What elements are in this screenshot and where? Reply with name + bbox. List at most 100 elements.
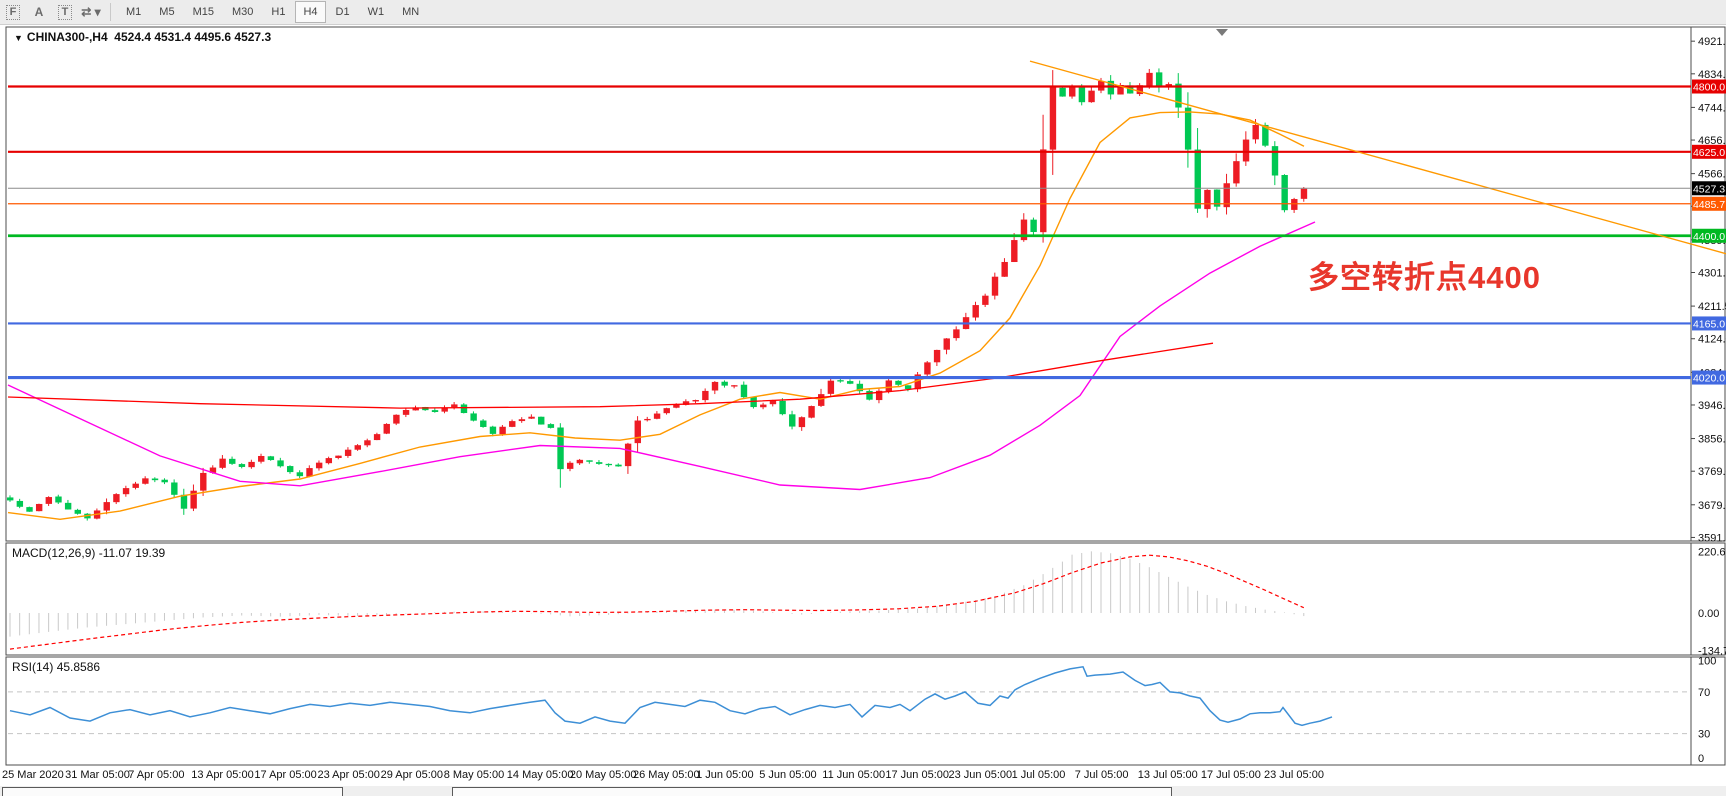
time-axis-label: 25 Mar 2020 [2,769,64,781]
price-tick-label: 4566.5 [1698,169,1726,181]
axis-badge: 4485.7 [1693,199,1725,211]
time-axis-label: 13 Apr 05:00 [191,769,254,781]
ma-mid-magenta [7,221,1316,491]
horizontal-level-lines[interactable] [8,85,1691,380]
timeframe-d1[interactable]: D1 [335,6,350,18]
price-tick-label: 4834.0 [1698,69,1726,81]
price-tick-label: 4301.5 [1698,268,1726,280]
time-axis-label: 23 Apr 05:00 [317,769,380,781]
timeframe-w1[interactable]: W1 [367,6,385,18]
price-tick-label: 4921.5 [1698,36,1726,48]
rsi-axis: 100 70 30 0 [1698,656,1716,766]
scrollbar-segment[interactable] [452,787,1172,796]
time-axis-label: 26 May 05:00 [633,769,700,781]
timeframe-m1[interactable]: M1 [126,6,142,18]
time-axis-label: 5 Jun 05:00 [759,769,817,781]
macd-name: MACD(12,26,9) [12,546,96,560]
scrollbar-thumb[interactable] [2,787,343,796]
time-axis-label: 11 Jun 05:00 [822,769,886,781]
time-axis-label: 17 Apr 05:00 [254,769,317,781]
timeframe-buttons: M1 M5 M15 M30 H1 H4 D1 W1 MN [117,1,428,23]
macd-axis: 220.65 0.00 -134.76 [1698,547,1726,658]
rsi-pane[interactable] [5,656,1726,766]
price-tick-label: 3946.5 [1698,400,1726,412]
objects-cycle-icon[interactable]: ⇄ ▾ [79,2,103,22]
timeframe-m30[interactable]: M30 [231,6,254,18]
price-axis-badges: 4800.0 4625.0 4485.7 4400.0 4165.0 4020.0 4527… [1692,79,1726,385]
time-axis-label: 13 Jul 05:00 [1137,769,1198,781]
ohlc-values: 4524.4 4531.4 4495.6 4527.3 [114,30,272,44]
rsi-indicator-label: RSI(14) 45.8586 [12,660,100,674]
time-axis-label: 20 May 05:00 [569,769,637,781]
time-axis-label: 17 Jun 05:00 [885,769,950,781]
time-axis-label: 1 Jul 05:00 [1011,769,1066,781]
time-axis-label: 1 Jun 05:00 [696,769,754,781]
objects-cycle-icon: ⇄ ▾ [81,5,101,19]
descending-trendline[interactable] [1029,60,1726,255]
time-axis-label: 17 Jul 05:00 [1200,769,1261,781]
chart-title: ▼ CHINA300-,H4 4524.4 4531.4 4495.6 4527.… [14,30,271,44]
price-tick-label: 3769.0 [1698,466,1726,478]
axis-badge: 4165.0 [1693,318,1725,330]
timeframe-m5[interactable]: M5 [159,6,175,18]
toolbar-icons: F A T ⇄ ▾ [0,2,104,22]
svg-text:100: 100 [1698,656,1716,668]
toolbar-separator [110,3,111,21]
text-label-icon: T [57,4,73,20]
symbol-period-label: CHINA300-,H4 [26,30,108,44]
timeframe-m15[interactable]: M15 [192,6,214,18]
macd-pane[interactable] [5,542,1726,656]
indicator-f-icon[interactable]: F [1,2,25,22]
macd-signal-line [9,554,1305,650]
macd-values: -11.07 19.39 [98,546,166,560]
rsi-name: RSI(14) [12,660,54,674]
axis-badge: 4020.0 [1693,373,1725,385]
price-pane[interactable] [5,26,1726,542]
svg-text:220.65: 220.65 [1698,547,1726,559]
macd-indicator-label: MACD(12,26,9) -11.07 19.39 [12,546,165,560]
ma-fast-orange [7,111,1305,521]
price-tick-label: 4211.5 [1698,301,1726,313]
svg-text:-134.76: -134.76 [1698,645,1726,657]
font-a-icon[interactable]: A [27,2,51,22]
font-a-icon: A [34,5,44,19]
timeframe-mn[interactable]: MN [402,6,420,18]
rsi-value: 45.8586 [56,660,101,674]
svg-text:30: 30 [1698,729,1710,741]
svg-text:0.00: 0.00 [1698,608,1719,620]
chart-shift-marker[interactable] [1216,29,1228,36]
price-tick-label: 3679.0 [1698,500,1726,512]
time-axis-label: 14 May 05:00 [506,769,574,781]
price-tick-label: 4124.0 [1698,334,1726,346]
toolbar: F A T ⇄ ▾ M1 M5 M15 M30 H1 H4 D1 W1 MN [0,0,1726,25]
ma-slow-red [7,342,1214,409]
horizontal-scrollbar[interactable] [0,786,1726,796]
svg-text:0: 0 [1698,753,1704,765]
price-tick-label: 4744.0 [1698,102,1726,114]
price-tick-label: 3591.5 [1698,532,1726,544]
time-axis-label: 31 Mar 05:00 [65,769,130,781]
timeframe-h4[interactable]: H4 [295,1,326,23]
rsi-line [9,665,1333,727]
time-axis-label: 7 Jul 05:00 [1074,769,1129,781]
indicator-f-icon: F [5,4,21,20]
text-label-icon[interactable]: T [53,2,77,22]
time-axis: 25 Mar 2020 31 Mar 05:00 7 Apr 05:00 13 Apr… [0,767,1726,785]
chart-text-annotation[interactable]: 多空转折点4400 [1308,260,1541,295]
price-tick-label: 4656.5 [1698,135,1726,147]
time-axis-label: 7 Apr 05:00 [128,769,185,781]
axis-badge: 4527.3 [1693,183,1725,195]
chart-dropdown-icon[interactable]: ▼ [14,33,23,43]
axis-badge: 4400.0 [1693,231,1725,243]
time-axis-label: 23 Jun 05:00 [948,769,1013,781]
axis-badge: 4800.0 [1693,82,1725,94]
timeframe-h1[interactable]: H1 [271,6,286,18]
time-axis-label: 23 Jul 05:00 [1264,769,1324,781]
svg-text:70: 70 [1698,687,1710,699]
time-axis-label: 29 Apr 05:00 [380,769,443,781]
axis-badge: 4625.0 [1693,147,1725,159]
time-axis-label: 8 May 05:00 [443,769,505,781]
price-tick-label: 3856.5 [1698,434,1726,446]
